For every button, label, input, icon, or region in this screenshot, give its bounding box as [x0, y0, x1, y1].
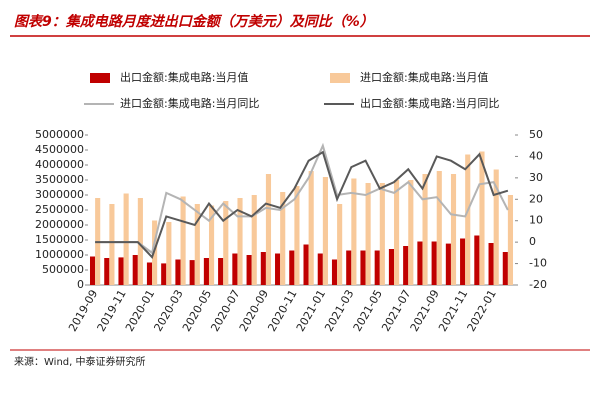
y2-tick-label: 0 [529, 235, 536, 248]
y-tick-label: 3500000 [35, 173, 84, 186]
bar [346, 250, 352, 285]
y2-tick-label: -10 [529, 257, 547, 270]
bar [417, 241, 423, 285]
bar [445, 243, 451, 285]
bar [507, 195, 514, 285]
bar [465, 154, 471, 285]
bar [132, 255, 138, 285]
bar [104, 258, 110, 285]
y-tick-label: 1500000 [35, 233, 84, 246]
bar [308, 171, 314, 285]
bar [365, 183, 371, 285]
bar [123, 193, 129, 285]
bar [388, 249, 395, 285]
bar [237, 198, 243, 285]
bar [280, 192, 286, 285]
legend-swatch [90, 73, 110, 83]
legend-label: 出口金额:集成电路:当月值 [120, 70, 248, 84]
bar [109, 204, 115, 285]
bar [161, 263, 167, 285]
y-tick-label: 500000 [42, 263, 84, 276]
bar [218, 258, 224, 285]
legend-label: 出口金额:集成电路:当月同比 [360, 96, 499, 110]
bar [89, 256, 96, 285]
y2-tick-label: 40 [529, 149, 543, 162]
bar [403, 246, 409, 285]
bar [223, 201, 229, 285]
bar [303, 244, 309, 285]
bar [479, 151, 485, 285]
bar [194, 204, 200, 285]
bar [351, 178, 357, 285]
bar [208, 205, 215, 285]
y-tick-label: 2500000 [35, 203, 84, 216]
line [95, 142, 509, 255]
y2-tick-label: 30 [529, 171, 543, 184]
bar [251, 195, 257, 285]
chart-title: 图表9：集成电路月度进出口金额（万美元）及同比（%） [14, 13, 374, 30]
bar [232, 253, 238, 285]
legend-label: 进口金额:集成电路:当月同比 [120, 96, 259, 110]
bar [275, 253, 281, 285]
bar [374, 250, 380, 285]
bar [175, 259, 181, 285]
bar [317, 253, 323, 285]
bar [189, 260, 195, 285]
bar [337, 204, 343, 285]
bar [166, 222, 172, 285]
source-note: 来源：Wind, 中泰证券研究所 [14, 355, 146, 368]
legend-swatch [330, 73, 350, 83]
bar [331, 259, 338, 285]
y2-tick-label: -20 [529, 278, 547, 291]
bar [146, 262, 153, 285]
bar [203, 258, 209, 285]
y-tick-label: 3000000 [35, 188, 84, 201]
bar [493, 169, 499, 285]
bar [422, 174, 428, 285]
y-tick-label: 0 [77, 278, 84, 291]
bar [436, 171, 442, 285]
bar [474, 235, 480, 285]
bar [294, 186, 300, 285]
bar [394, 180, 400, 285]
y-tick-label: 4500000 [35, 143, 84, 156]
y-tick-label: 1000000 [35, 248, 84, 261]
bar [450, 174, 457, 285]
bar [246, 255, 252, 285]
bar [265, 174, 272, 285]
bar [118, 257, 124, 285]
bar [502, 252, 508, 285]
y-tick-label: 5000000 [35, 128, 84, 141]
y2-tick-label: 10 [529, 214, 543, 227]
bar [180, 196, 186, 285]
bar [322, 177, 328, 285]
bar [289, 250, 295, 285]
legend-label: 进口金额:集成电路:当月值 [360, 70, 488, 84]
y-tick-label: 4000000 [35, 158, 84, 171]
y2-tick-label: 20 [529, 192, 543, 205]
bar [137, 198, 143, 285]
bar [260, 252, 266, 285]
bar [460, 238, 466, 285]
y-tick-label: 2000000 [35, 218, 84, 231]
bar [408, 180, 414, 285]
y2-tick-label: 50 [529, 128, 543, 141]
bar [431, 241, 437, 285]
bar [379, 183, 385, 285]
line [95, 150, 509, 260]
bar [488, 243, 494, 285]
bar [360, 250, 366, 285]
